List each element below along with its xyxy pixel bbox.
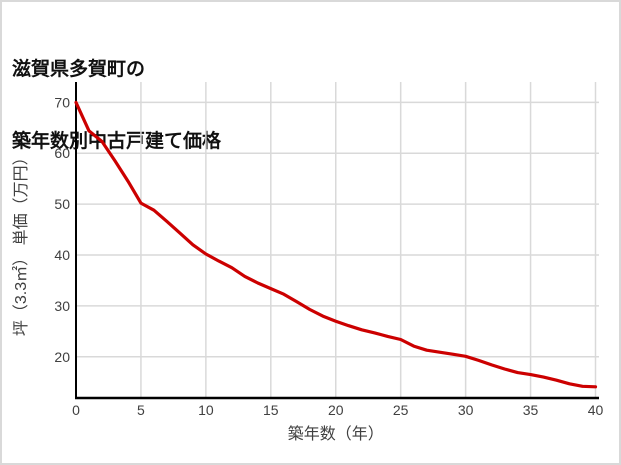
x-tick-label: 40 <box>588 402 604 418</box>
y-tick-label: 30 <box>54 298 70 314</box>
chart-title-line2: 築年数別中古戸建て価格 <box>12 131 222 152</box>
x-axis-title: 築年数（年） <box>288 425 384 443</box>
y-tick-label: 40 <box>54 247 70 263</box>
x-tick-label: 25 <box>393 402 409 418</box>
x-tick-label: 10 <box>198 402 214 418</box>
y-tick-label: 60 <box>54 145 70 161</box>
price-line <box>74 100 598 389</box>
y-axis-title: 坪（3.3㎡） 単価（万円） <box>12 149 30 336</box>
x-tick-label: 30 <box>458 402 474 418</box>
chart-title-line1: 滋賀県多賀町の <box>12 59 146 80</box>
x-tick-label: 35 <box>523 402 539 418</box>
x-tick-label: 20 <box>328 402 344 418</box>
x-tick-label: 5 <box>137 402 145 418</box>
chart-title: 滋賀県多賀町の 築年数別中古戸建て価格 <box>12 10 221 202</box>
y-tick-label: 70 <box>54 94 70 110</box>
y-tick-label: 50 <box>54 196 70 212</box>
x-tick-label: 15 <box>263 402 279 418</box>
y-tick-label: 20 <box>54 349 70 365</box>
x-tick-label: 0 <box>72 402 80 418</box>
